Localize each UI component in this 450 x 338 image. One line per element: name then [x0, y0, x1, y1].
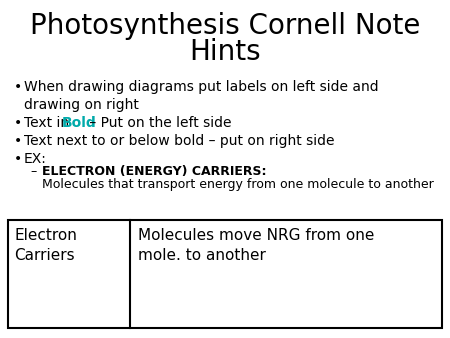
Text: •: • [14, 134, 22, 148]
Text: •: • [14, 152, 22, 166]
Text: •: • [14, 80, 22, 94]
Text: Photosynthesis Cornell Note: Photosynthesis Cornell Note [30, 12, 420, 40]
Text: Molecules that transport energy from one molecule to another: Molecules that transport energy from one… [42, 178, 434, 191]
Text: –: – [30, 165, 36, 178]
Text: Hints: Hints [189, 38, 261, 66]
Text: When drawing diagrams put labels on left side and
drawing on right: When drawing diagrams put labels on left… [24, 80, 378, 113]
Text: ELECTRON (ENERGY) CARRIERS:: ELECTRON (ENERGY) CARRIERS: [42, 165, 266, 178]
Text: EX:: EX: [24, 152, 47, 166]
Text: •: • [14, 116, 22, 130]
Text: Text in: Text in [24, 116, 73, 130]
Text: Text next to or below bold – put on right side: Text next to or below bold – put on righ… [24, 134, 334, 148]
Text: Electron
Carriers: Electron Carriers [14, 228, 77, 263]
Text: Molecules move NRG from one
mole. to another: Molecules move NRG from one mole. to ano… [138, 228, 374, 263]
Text: – Put on the left side: – Put on the left side [85, 116, 231, 130]
Text: Bold: Bold [62, 116, 97, 130]
